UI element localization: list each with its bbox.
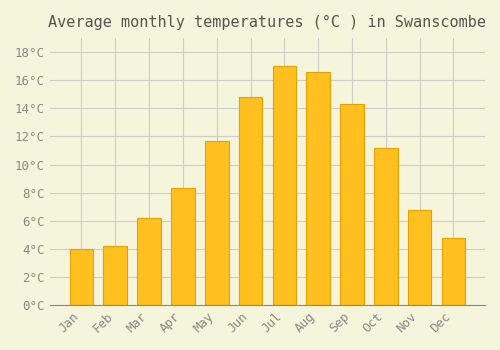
Bar [442, 238, 465, 305]
Bar [238, 97, 262, 305]
Bar [138, 218, 161, 305]
Bar [70, 249, 94, 305]
Bar [205, 141, 229, 305]
Bar [272, 66, 296, 305]
Bar [340, 104, 364, 305]
Bar [374, 148, 398, 305]
Bar [104, 246, 127, 305]
Title: Average monthly temperatures (°C ) in Swanscombe: Average monthly temperatures (°C ) in Sw… [48, 15, 486, 30]
Bar [306, 72, 330, 305]
Bar [408, 210, 432, 305]
Bar [171, 188, 194, 305]
